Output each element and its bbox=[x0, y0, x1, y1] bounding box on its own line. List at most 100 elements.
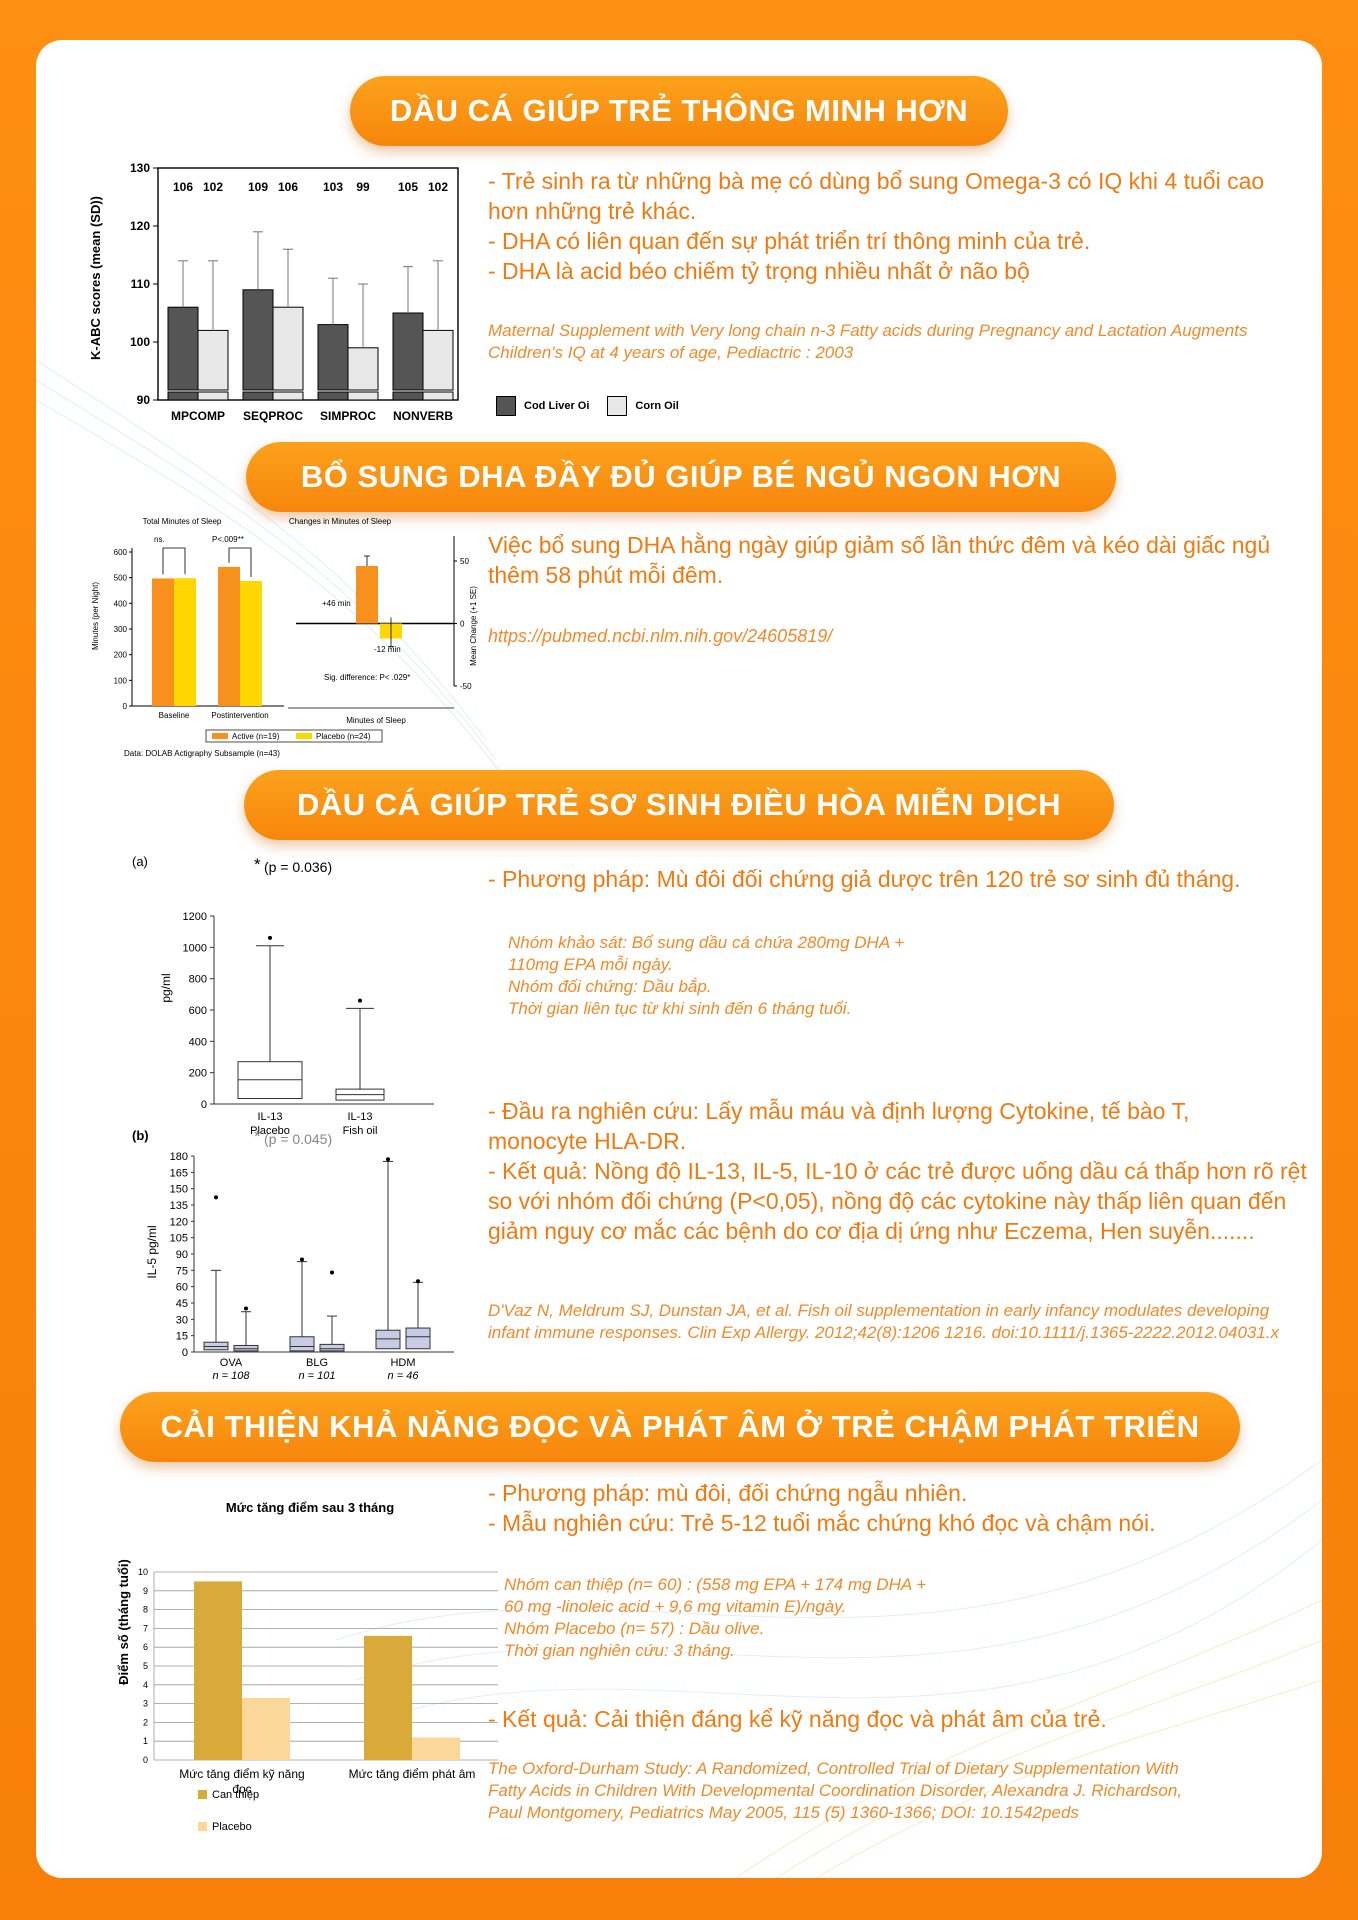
section-3-line-3: monocyte HLA-DR. bbox=[488, 1128, 687, 1154]
chart1-bar-base bbox=[167, 391, 199, 401]
chart3-ytick-label: 50 bbox=[460, 557, 469, 566]
chart5-ytick-label: 60 bbox=[176, 1282, 188, 1294]
chart4-category-label: Placebo bbox=[250, 1125, 290, 1137]
chart5-category-label: n = 108 bbox=[212, 1370, 250, 1382]
chart2-bar bbox=[218, 566, 240, 706]
section-4-line-3: - Kết quả: Cải thiện đáng kể kỹ năng đọc… bbox=[488, 1706, 1107, 1732]
section-3-line-2: - Đầu ra nghiên cứu: Lấy mẫu máu và định… bbox=[488, 1098, 1190, 1124]
chart5-category-label: n = 101 bbox=[298, 1370, 335, 1382]
section-4-line-2: - Mẫu nghiên cứu: Trẻ 5-12 tuổi mắc chứn… bbox=[488, 1510, 1156, 1536]
chart1-bar bbox=[197, 329, 229, 391]
chart5-outlier bbox=[214, 1195, 218, 1200]
chart1-value-labels: 106 102 109 106 103 99 105 102 bbox=[173, 180, 448, 194]
chart2-annotation-p: P<.009** bbox=[212, 535, 244, 544]
chart-il5-boxplot: (b) * (p = 0.045) IL-5 pg/ml 0 15 30 45 60 75… bbox=[132, 1127, 454, 1382]
chart4-ytick-label: 400 bbox=[189, 1036, 207, 1048]
chart4-ytick-label: 800 bbox=[189, 974, 207, 986]
legend-label-active: Active (n=19) bbox=[232, 732, 280, 741]
legend-swatch-placebo bbox=[296, 733, 312, 739]
chart1-value-label: 102 bbox=[428, 180, 448, 194]
chart6-title: Mức tăng điểm sau 3 tháng bbox=[226, 1500, 394, 1515]
chart2-title: Total Minutes of Sleep bbox=[143, 517, 222, 526]
section-4-detail-3: Thời gian nghiên cứu: 3 tháng. bbox=[504, 1641, 735, 1660]
chart6-bar bbox=[194, 1581, 242, 1760]
chart5-outlier bbox=[330, 1270, 334, 1275]
chart-score-increase: Mức tăng điểm sau 3 tháng Điểm số (tháng… bbox=[116, 1500, 498, 1833]
chart3-title: Changes in Minutes of Sleep bbox=[289, 517, 392, 526]
chart6-grid: 0 1 2 3 4 5 6 7 8 9 10 bbox=[138, 1567, 498, 1765]
chart4-category-label: IL-13 bbox=[257, 1111, 282, 1123]
chart6-ytick-label: 7 bbox=[143, 1623, 148, 1633]
chart3-bars bbox=[356, 555, 402, 647]
chart5-ytick-label: 30 bbox=[176, 1314, 188, 1326]
section-4-detail-1: Nhóm can thiệp (n= 60) : (558 mg EPA + 1… bbox=[504, 1575, 927, 1616]
chart4-axes: 0 200 400 600 800 1000 1200 bbox=[183, 911, 434, 1111]
section-4-title-banner: CẢI THIỆN KHẢ NĂNG ĐỌC VÀ PHÁT ÂM Ở TRẺ … bbox=[120, 1392, 1240, 1462]
chart6-ytick-label: 1 bbox=[143, 1736, 148, 1746]
chart5-category-label: BLG bbox=[306, 1357, 328, 1369]
legend-swatch-corn bbox=[607, 396, 628, 416]
section-4-detail-2: Nhóm Placebo (n= 57) : Dầu olive. bbox=[504, 1619, 765, 1638]
chart4-panel: (a) bbox=[132, 854, 148, 869]
chart6-category-label: Mức tăng điểm phát âm bbox=[349, 1767, 476, 1781]
chart5-ytick-label: 15 bbox=[176, 1331, 188, 1343]
chart1-y-ticks: 90 100 110 120 130 bbox=[130, 161, 158, 407]
chart4-ytick-label: 200 bbox=[189, 1068, 207, 1080]
section-4-citation: The Oxford-Durham Study: A Randomized, C… bbox=[488, 1759, 1183, 1822]
chart6-ytick-label: 8 bbox=[143, 1605, 148, 1615]
chart6-category-label-line2: đọc bbox=[232, 1782, 251, 1796]
legend-swatch-active bbox=[212, 733, 228, 739]
chart5-box bbox=[375, 1329, 401, 1350]
chart4-ytick-label: 1000 bbox=[183, 942, 207, 954]
chart2-significance-bracket bbox=[228, 547, 252, 578]
chart2-annotation-ns: ns. bbox=[154, 535, 165, 544]
chart1-bar-base bbox=[242, 391, 274, 401]
legend-swatch-cod bbox=[496, 396, 516, 416]
section-4-text-b: - Kết quả: Cải thiện đáng kể kỹ năng đọc… bbox=[488, 1704, 1318, 1734]
chart3-annotation-sig: Sig. difference: P< .029* bbox=[324, 673, 410, 682]
chart2-significance-bracket bbox=[162, 547, 186, 575]
chart5-pvalue: (p = 0.045) bbox=[264, 1131, 332, 1147]
section-2-title-banner: BỔ SUNG DHA ĐẦY ĐỦ GIÚP BÉ NGỦ NGON HƠN bbox=[246, 442, 1116, 512]
chart1-bar bbox=[392, 312, 424, 391]
chart1-legend: Cod Liver Oi Corn Oil bbox=[496, 396, 679, 416]
chart6-ytick-label: 6 bbox=[143, 1642, 148, 1652]
chart5-boxes bbox=[203, 1157, 431, 1352]
section-3-details: Nhóm khảo sát: Bổ sung dầu cá chứa 280mg… bbox=[508, 932, 928, 1020]
chart2-ytick-label: 300 bbox=[114, 625, 128, 634]
chart2-ylabel: Minutes (per Night) bbox=[91, 582, 100, 650]
chart6-bar bbox=[364, 1635, 412, 1760]
section-3-citation: D'Vaz N, Meldrum SJ, Dunstan JA, et al. … bbox=[488, 1301, 1280, 1342]
chart2-bar bbox=[152, 578, 174, 706]
chart5-ytick-label: 45 bbox=[176, 1298, 188, 1310]
chart6-ytick-label: 9 bbox=[143, 1586, 148, 1596]
chart5-outlier bbox=[416, 1279, 420, 1284]
chart5-ytick-label: 150 bbox=[170, 1184, 188, 1196]
chart-il13-boxplot: (a) * (p = 0.036) pg/ml 0 200 400 600 800 100… bbox=[132, 854, 434, 1137]
chart2-category-label: Baseline bbox=[159, 711, 190, 720]
chart1-bar-base bbox=[317, 391, 349, 401]
chart5-ytick-label: 105 bbox=[170, 1233, 188, 1245]
chart1-bar bbox=[242, 289, 274, 391]
legend-item-corn-oil: Corn Oil bbox=[607, 396, 679, 416]
chart2-ytick-label: 500 bbox=[114, 574, 128, 583]
chart2-bar bbox=[240, 581, 262, 706]
chart5-box bbox=[405, 1327, 431, 1350]
chart2-bars bbox=[152, 547, 262, 706]
chart1-value-label: 109 bbox=[248, 180, 268, 194]
section-4-text-a: - Phương pháp: mù đôi, đối chứng ngẫu nh… bbox=[488, 1478, 1318, 1538]
chart2-bar bbox=[174, 578, 196, 706]
chart2-ytick-label: 0 bbox=[123, 702, 128, 711]
chart5-category-label: n = 46 bbox=[388, 1370, 420, 1382]
chart5-panel: (b) bbox=[132, 1128, 149, 1143]
legend-swatch-can-thiep bbox=[198, 1790, 207, 1799]
chart1-x-categories: MPCOMP SEQPROC SIMPROC NONVERB bbox=[171, 409, 453, 423]
chart3-annotation-minus: -12 min bbox=[374, 645, 401, 654]
chart3-ytick-label: -50 bbox=[460, 682, 472, 691]
section-1-title: DẦU CÁ GIÚP TRẺ THÔNG MINH HƠN bbox=[389, 93, 969, 128]
chart1-bar bbox=[272, 306, 304, 391]
section-2-citation: https://pubmed.ncbi.nlm.nih.gov/24605819… bbox=[488, 626, 833, 646]
section-1-title-banner: DẦU CÁ GIÚP TRẺ THÔNG MINH HƠN bbox=[350, 76, 1008, 146]
chart3-ylabel: Mean Change (+1 SE) bbox=[469, 586, 478, 666]
